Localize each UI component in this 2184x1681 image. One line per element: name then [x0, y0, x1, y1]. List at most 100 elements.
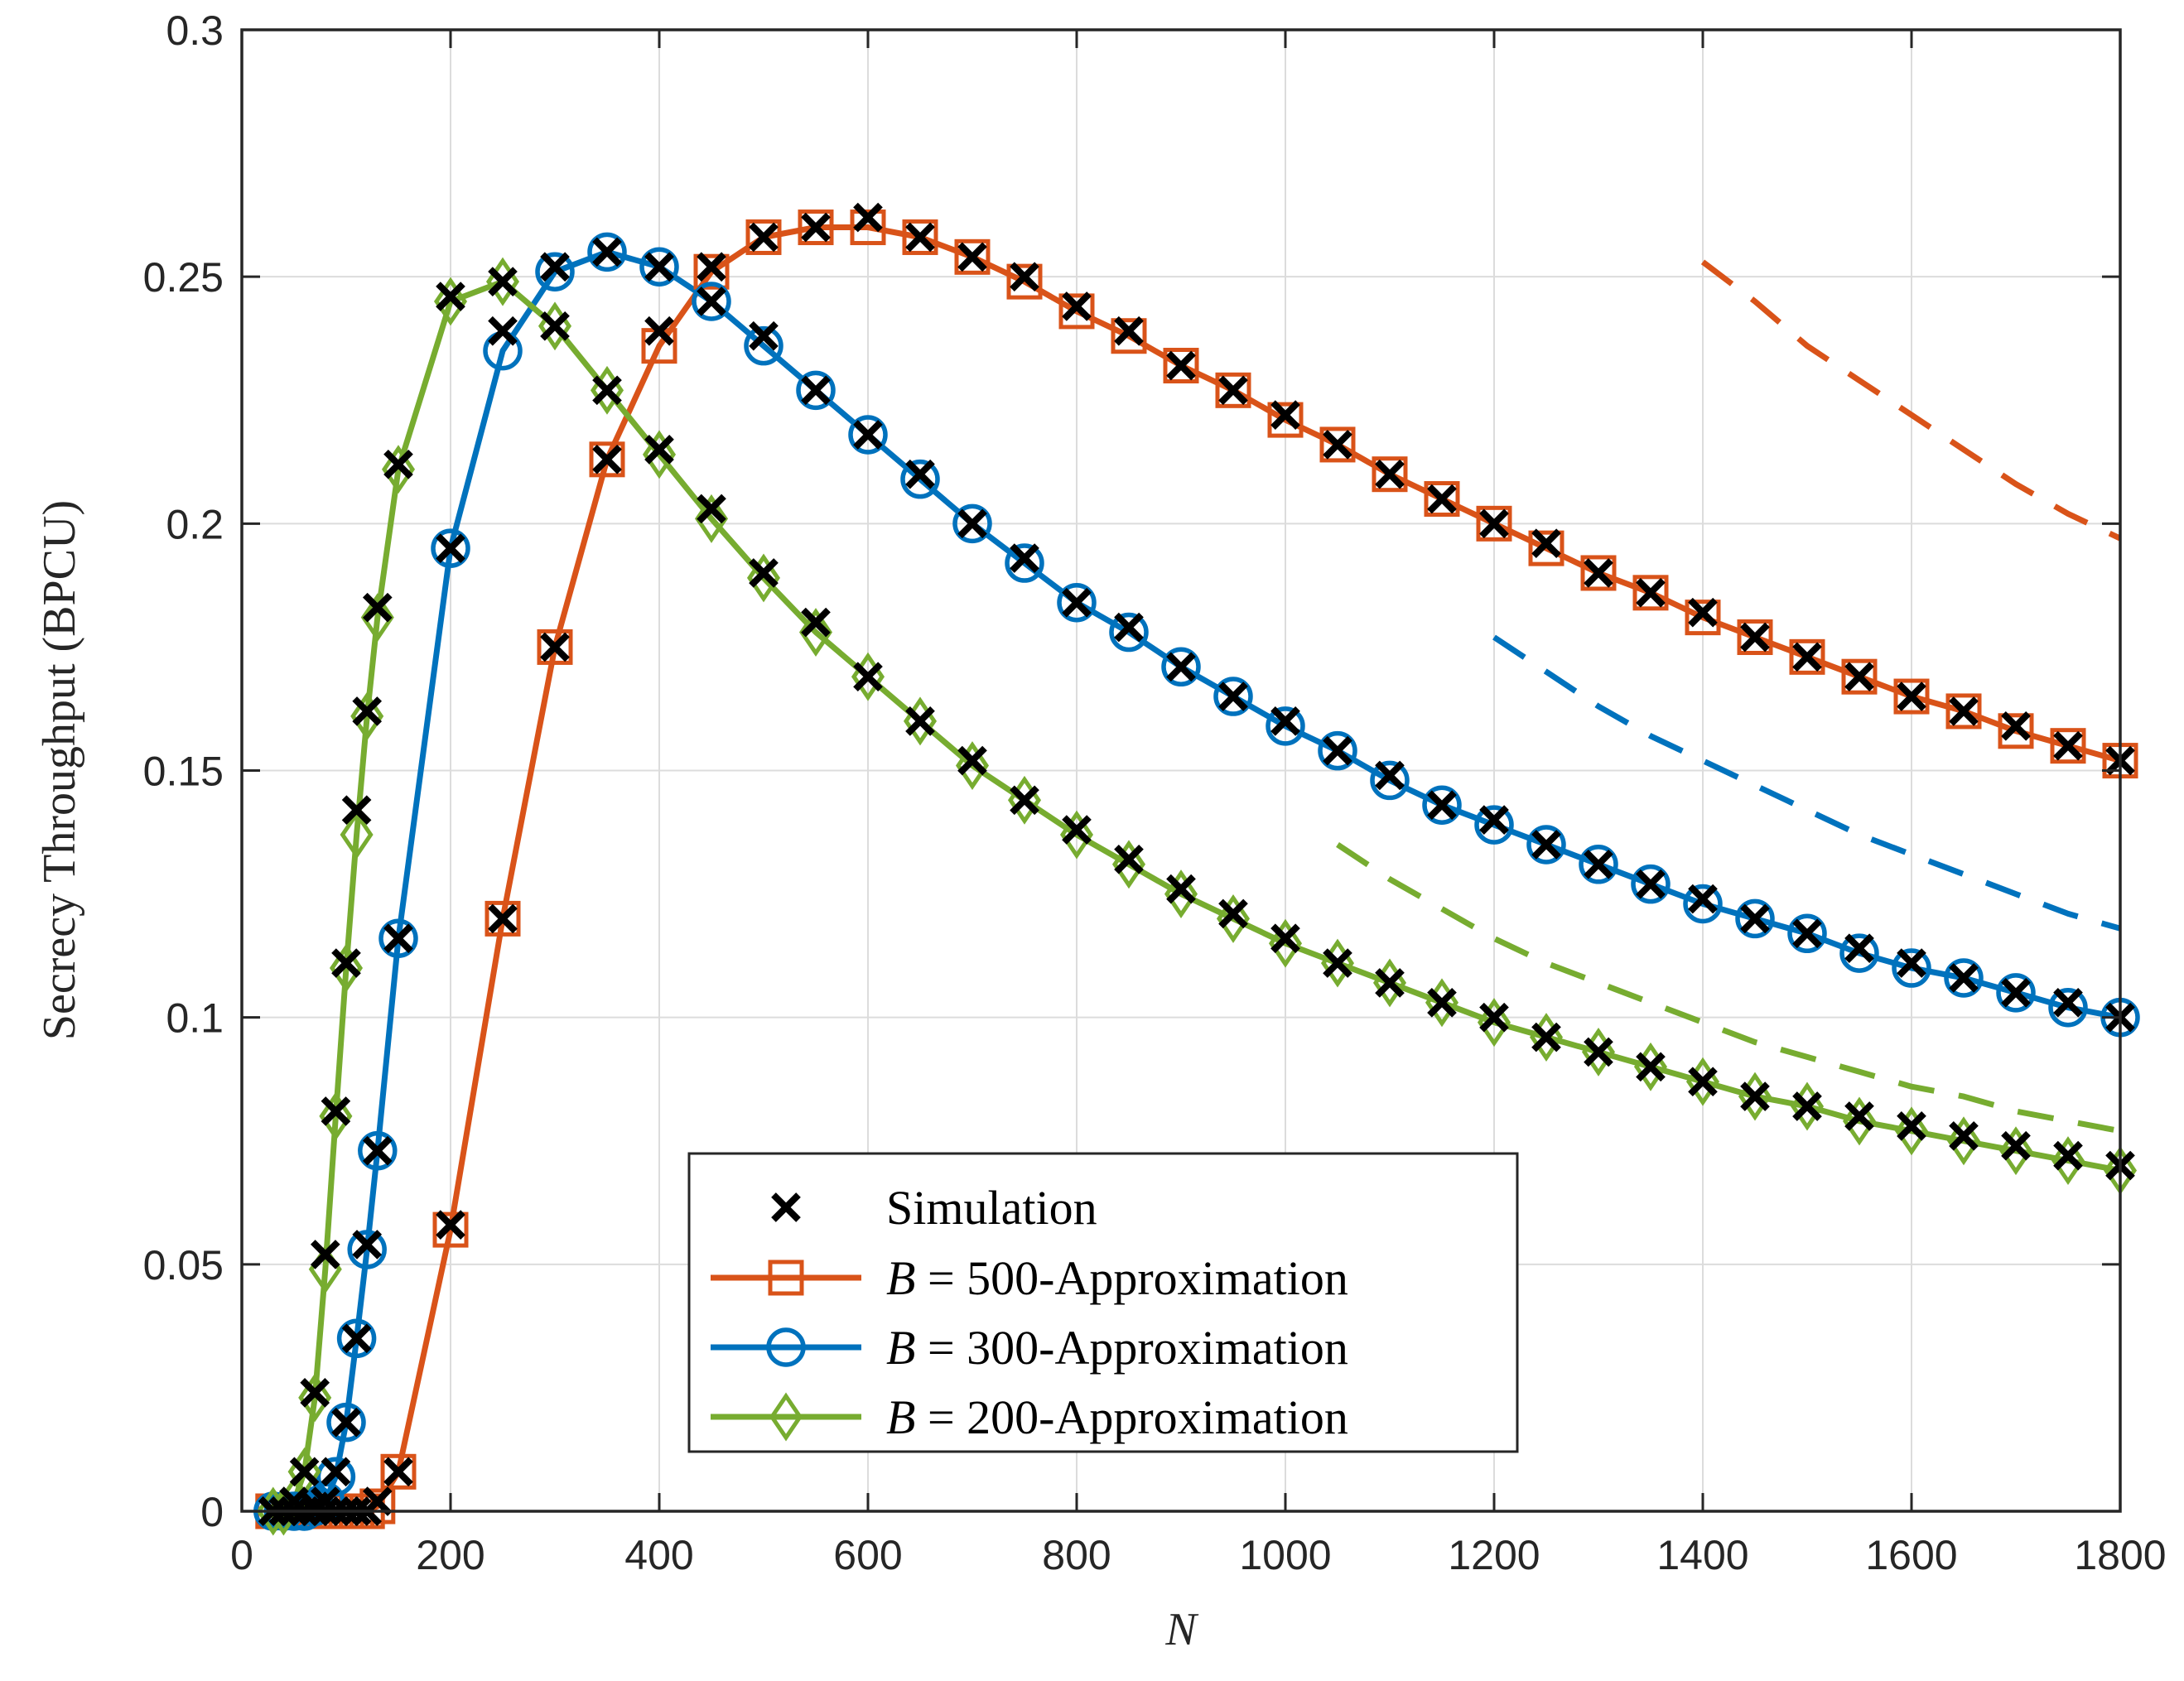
series-line-b200	[272, 278, 2121, 1515]
data-point-b500	[1685, 600, 1721, 636]
legend-text: 300-Approximation	[967, 1321, 1348, 1375]
data-point-b300	[1579, 845, 1618, 884]
data-point-simulation	[1062, 587, 1092, 618]
data-point-simulation	[300, 1378, 330, 1408]
data-point-b300	[1839, 933, 1879, 973]
data-point-b500	[1319, 426, 1356, 463]
data-point-simulation	[1218, 898, 1248, 929]
legend-relation: =	[915, 1321, 967, 1375]
data-point-simulation	[1792, 918, 1822, 949]
data-point-b300	[1318, 730, 1357, 771]
x-tick-label: 0	[230, 1532, 253, 1578]
data-point-b500	[1841, 658, 1878, 695]
data-point-b500	[380, 1453, 417, 1490]
data-point-simulation	[383, 1457, 413, 1487]
data-point-simulation	[644, 435, 674, 465]
data-point-b500	[1528, 530, 1564, 566]
data-point-simulation	[1166, 874, 1196, 904]
data-point-simulation	[1427, 987, 1457, 1018]
data-point-simulation	[321, 1457, 351, 1487]
x-tick-label: 600	[833, 1532, 902, 1578]
data-point-simulation	[2053, 987, 2083, 1018]
data-point-b500	[1893, 678, 1930, 715]
data-point-b300	[1474, 805, 1514, 845]
data-point-simulation	[697, 494, 726, 524]
legend-marker-b300	[766, 1327, 806, 1367]
data-point-simulation	[749, 222, 779, 253]
data-point-simulation	[310, 1240, 340, 1269]
data-point-simulation	[957, 242, 987, 272]
legend-label-simulation: Simulation	[886, 1181, 1097, 1235]
data-point-simulation	[749, 320, 779, 351]
data-point-simulation	[1479, 508, 1509, 539]
data-point-simulation	[853, 202, 883, 233]
data-point-b300	[1787, 913, 1827, 954]
data-point-simulation	[905, 706, 935, 736]
data-point-simulation	[2053, 1140, 2083, 1171]
data-point-b500	[745, 219, 782, 255]
data-point-b300	[1631, 864, 1671, 904]
data-point-b200	[1268, 918, 1303, 968]
data-point-b300	[1422, 785, 1462, 825]
series-line-b300_asym	[1492, 634, 2121, 932]
data-point-simulation	[362, 1135, 393, 1166]
data-point-b300	[1892, 948, 1931, 988]
data-point-simulation	[1270, 400, 1300, 430]
data-point-b300	[1213, 677, 1253, 716]
data-point-simulation	[331, 948, 361, 978]
data-point-b200	[746, 553, 781, 603]
series-line-b500_asym	[1700, 259, 2122, 542]
data-point-simulation	[1531, 528, 1561, 559]
legend-marker-b500	[768, 1260, 804, 1296]
legend-label-b200: B = 200-Approximation	[886, 1390, 1348, 1444]
data-point-simulation	[1688, 884, 1718, 914]
data-point-simulation	[1375, 459, 1405, 489]
data-point-b300	[1996, 973, 2036, 1013]
series-line-b200_asym	[1336, 841, 2121, 1134]
data-point-b300	[1057, 582, 1097, 623]
data-point-b300	[1735, 898, 1775, 939]
data-point-simulation	[1114, 612, 1144, 643]
data-point-simulation	[697, 252, 726, 282]
legend-variable: B	[886, 1321, 915, 1375]
data-point-simulation	[801, 212, 831, 243]
legend-marker-b200	[769, 1392, 803, 1442]
data-point-b300	[1005, 543, 1044, 583]
data-point-simulation	[1844, 662, 1874, 692]
data-point-simulation	[1375, 968, 1405, 998]
y-tick-label: 0.25	[143, 254, 224, 301]
data-point-simulation	[540, 632, 570, 662]
data-point-b200	[1998, 1126, 2033, 1176]
legend-marker-simulation	[771, 1192, 801, 1222]
data-point-simulation	[1792, 1091, 1822, 1121]
data-point-simulation	[540, 252, 570, 282]
data-point-simulation	[801, 607, 831, 638]
data-point-b300	[952, 503, 992, 544]
data-point-simulation	[1584, 558, 1613, 588]
x-tick-label: 1800	[2074, 1532, 2166, 1578]
data-point-b200	[298, 1373, 332, 1423]
data-point-b500	[1737, 619, 1773, 655]
legend-relation: =	[915, 1251, 967, 1305]
x-tick-label: 1200	[1448, 1532, 1540, 1578]
data-point-b300	[692, 282, 731, 321]
data-point-b200	[381, 445, 416, 494]
legend-text: Simulation	[886, 1181, 1097, 1235]
data-point-simulation	[1531, 1022, 1561, 1052]
data-point-b500	[485, 900, 521, 937]
data-point-simulation	[853, 662, 883, 692]
x-axis-label: N	[1164, 1604, 1198, 1655]
data-point-simulation	[1010, 785, 1039, 816]
data-point-simulation	[1427, 790, 1457, 821]
data-point-b500	[432, 1211, 469, 1248]
legend-text: 500-Approximation	[967, 1251, 1348, 1305]
data-point-simulation	[1688, 597, 1718, 628]
data-point-simulation	[1166, 350, 1196, 381]
x-tick-label: 1000	[1239, 1532, 1331, 1578]
data-point-b300	[900, 459, 940, 499]
data-point-b300	[535, 252, 575, 291]
data-point-b200	[433, 277, 468, 326]
data-point-simulation	[592, 237, 622, 267]
